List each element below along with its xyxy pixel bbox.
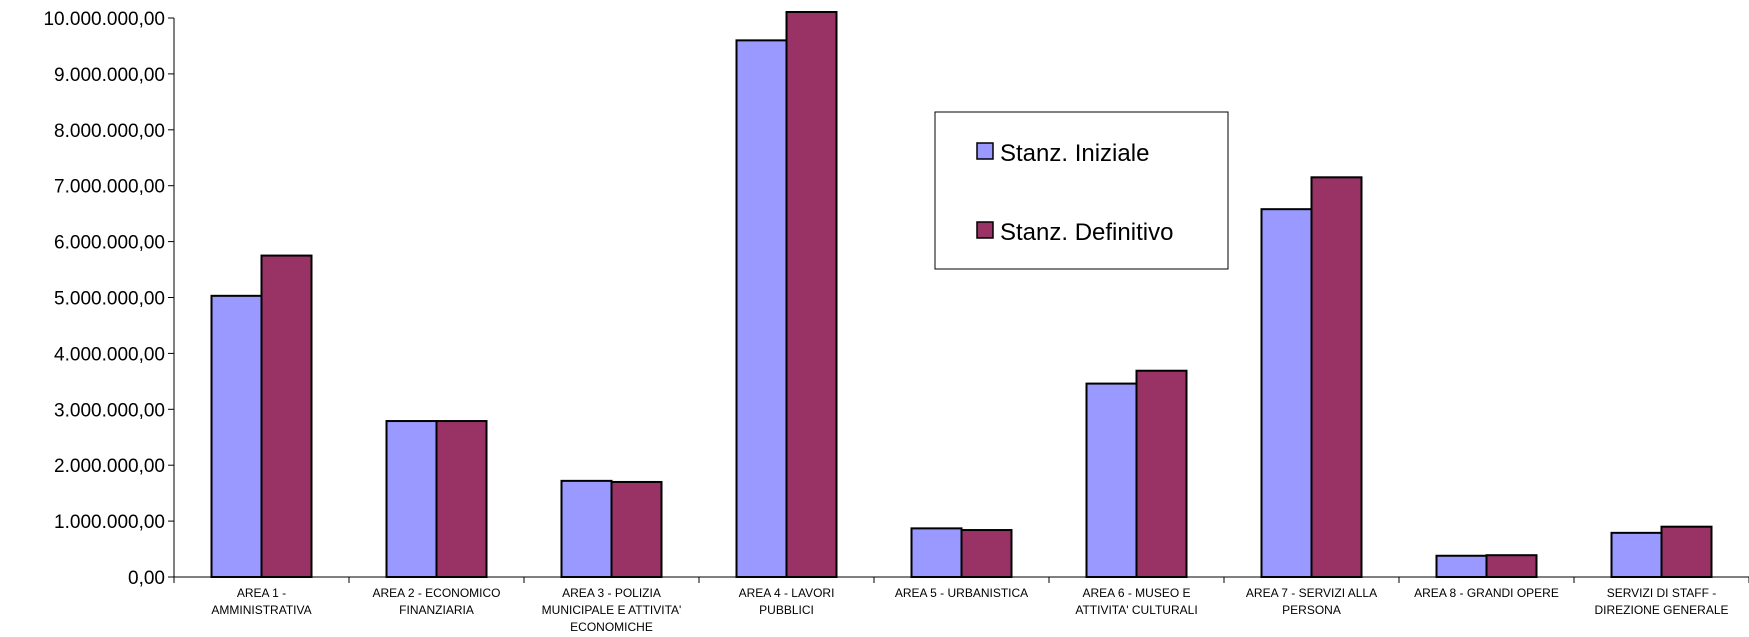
bar-stanz-definitivo xyxy=(435,420,488,578)
bar-stanz-definitivo xyxy=(1135,369,1188,578)
bar-stanz-definitivo xyxy=(610,480,663,578)
bar-stanz-definitivo xyxy=(1485,554,1538,578)
legend-swatch-iniziale xyxy=(976,142,994,160)
x-category-label-line: AREA 5 - URBANISTICA xyxy=(895,586,1028,600)
x-category-label-line: PUBBLICI xyxy=(759,603,814,617)
bar-stanz-definitivo xyxy=(1660,525,1713,579)
x-category-label-line: ECONOMICHE xyxy=(570,620,653,634)
bar-stanz-iniziale xyxy=(1435,554,1488,578)
bar-stanz-definitivo xyxy=(1310,176,1363,578)
x-category-label-line: AREA 6 - MUSEO E xyxy=(1082,586,1190,600)
x-category-label-line: AREA 4 - LAVORI xyxy=(739,586,835,600)
x-category-label-line: AREA 7 - SERVIZI ALLA xyxy=(1246,586,1377,600)
x-category-label-line: FINANZIARIA xyxy=(399,603,474,617)
legend-label-iniziale: Stanz. Iniziale xyxy=(1000,140,1149,167)
bar-stanz-iniziale xyxy=(210,294,263,578)
y-tick-label: 6.000.000,00 xyxy=(54,233,165,254)
y-tick-label: 8.000.000,00 xyxy=(54,121,165,142)
bar-stanz-iniziale xyxy=(560,479,613,578)
x-category-label-line: AREA 8 - GRANDI OPERE xyxy=(1414,586,1559,600)
bar-stanz-definitivo xyxy=(260,254,313,578)
x-category-label: AREA 6 - MUSEO E ATTIVITA' CULTURALI xyxy=(1075,586,1197,617)
x-category-label: AREA 7 - SERVIZI ALLA PERSONA xyxy=(1246,586,1377,617)
x-category-label: AREA 8 - GRANDI OPERE xyxy=(1414,586,1559,600)
x-category-label: AREA 3 - POLIZIA MUNICIPALE E ATTIVITA' EC… xyxy=(542,586,682,634)
x-category-label-line: AREA 1 - xyxy=(237,586,286,600)
bar-stanz-iniziale xyxy=(385,420,438,578)
x-category-label: AREA 5 - URBANISTICA xyxy=(895,586,1028,600)
y-tick-label: 7.000.000,00 xyxy=(54,177,165,198)
y-tick-label: 9.000.000,00 xyxy=(54,65,165,86)
bar-stanz-definitivo xyxy=(785,11,838,578)
y-tick-label: 2.000.000,00 xyxy=(54,456,165,477)
legend-box xyxy=(934,111,1229,270)
x-category-label-line: DIREZIONE GENERALE xyxy=(1594,603,1728,617)
x-category-label: AREA 4 - LAVORI PUBBLICI xyxy=(739,586,835,617)
bar-stanz-iniziale xyxy=(1260,208,1313,578)
x-category-label-line: PERSONA xyxy=(1282,603,1341,617)
x-axis: AREA 1 - AMMINISTRATIVA AREA 2 - ECONOMICO… xyxy=(173,576,1749,634)
bar-stanz-definitivo xyxy=(960,529,1013,579)
x-category-label: SERVIZI DI STAFF - DIREZIONE GENERALE xyxy=(1594,586,1728,617)
y-tick-label: 3.000.000,00 xyxy=(54,400,165,421)
bars xyxy=(210,11,1713,579)
x-category-label-line: SERVIZI DI STAFF - xyxy=(1607,586,1717,600)
y-axis: 0,00 1.000.000,00 2.000.000,00 3.000.000,00… xyxy=(43,9,175,589)
legend-swatch-definitivo xyxy=(976,221,994,239)
bar-stanz-iniziale xyxy=(735,39,788,579)
bar-stanz-iniziale xyxy=(1085,382,1138,578)
x-category-label-line: AREA 2 - ECONOMICO xyxy=(372,586,500,600)
bar-stanz-iniziale xyxy=(910,527,963,579)
y-tick-label: 10.000.000,00 xyxy=(43,9,165,30)
y-tick-label: 1.000.000,00 xyxy=(54,512,165,533)
y-tick-label: 5.000.000,00 xyxy=(54,289,165,310)
y-tick-label: 4.000.000,00 xyxy=(54,344,165,365)
x-category-label-line: MUNICIPALE E ATTIVITA' xyxy=(542,603,682,617)
x-category-label-line: AREA 3 - POLIZIA xyxy=(562,586,661,600)
y-tick-label: 0,00 xyxy=(128,568,165,589)
legend: Stanz. Iniziale Stanz. Definitivo xyxy=(934,111,1229,270)
x-category-label-line: AMMINISTRATIVA xyxy=(211,603,311,617)
x-category-label-line: ATTIVITA' CULTURALI xyxy=(1075,603,1197,617)
bar-stanz-iniziale xyxy=(1610,531,1663,578)
legend-label-definitivo: Stanz. Definitivo xyxy=(1000,219,1173,246)
x-category-label: AREA 1 - AMMINISTRATIVA xyxy=(211,586,311,617)
x-category-label: AREA 2 - ECONOMICO FINANZIARIA xyxy=(372,586,500,617)
